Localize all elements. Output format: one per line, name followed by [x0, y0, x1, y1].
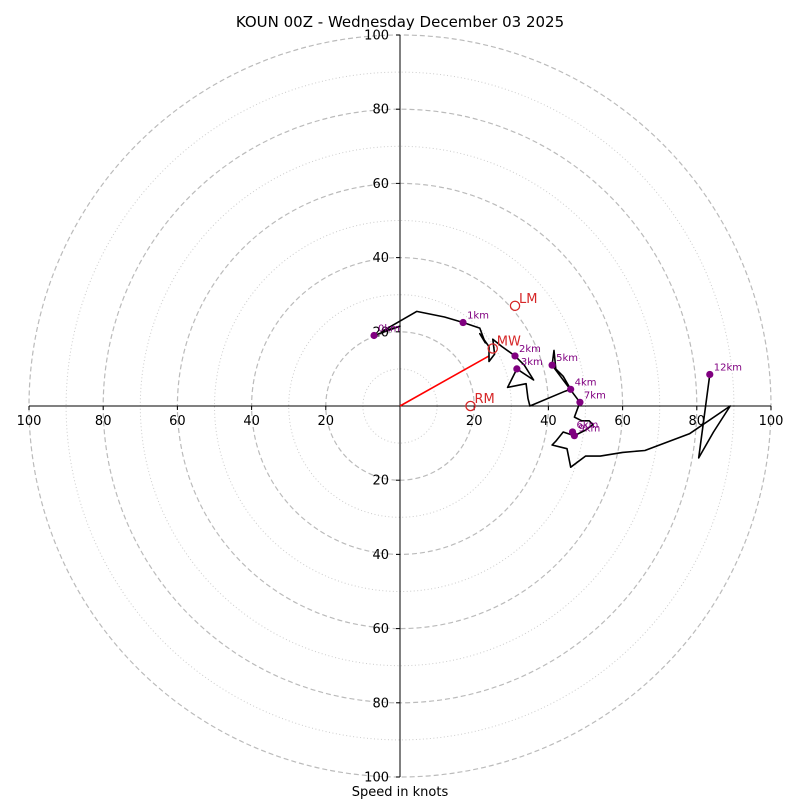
- chart-title: KOUN 00Z - Wednesday December 03 2025: [236, 13, 564, 31]
- y-tick-label: 80: [372, 696, 389, 711]
- height-marker-dot: [459, 318, 467, 327]
- height-markers: 1km 2km 3km 4km 5km 6km 7km 9km 12km 0km: [370, 311, 742, 440]
- wind-trace: [373, 310, 732, 469]
- y-tick-label: 60: [372, 622, 389, 637]
- y-tick-label: 20: [372, 474, 389, 489]
- height-marker-dot: [370, 331, 378, 340]
- height-marker-label: 4km: [575, 377, 597, 388]
- storm-motion-marker: [509, 300, 521, 312]
- height-marker-label: 12km: [714, 362, 742, 373]
- height-marker-label: 5km: [556, 353, 578, 364]
- y-tick-label: 60: [372, 177, 389, 192]
- height-marker-dot: [567, 385, 575, 393]
- height-marker-label: 1km: [467, 311, 489, 322]
- y-tick-label: 40: [372, 251, 389, 266]
- y-tick-label: 100: [364, 29, 389, 44]
- x-tick-label: 100: [759, 414, 784, 429]
- storm-motions: LM MW RM: [465, 292, 537, 412]
- storm-motion-marker: [487, 343, 498, 354]
- x-tick-label: 100: [17, 414, 42, 429]
- height-marker-label: 3km: [521, 357, 543, 368]
- wind-trace-line: [373, 310, 732, 469]
- y-tick-label: 80: [372, 103, 389, 118]
- mean-wind-vector: [399, 355, 490, 407]
- height-marker-label: 2km: [519, 344, 541, 355]
- x-tick-label: 80: [95, 414, 112, 429]
- x-tick-label: 60: [614, 414, 631, 429]
- height-marker-dot: [513, 365, 521, 373]
- height-marker-dot: [548, 361, 556, 369]
- y-tick-label: 40: [372, 548, 389, 563]
- storm-motion-label: MW: [497, 334, 521, 349]
- x-tick-label: 60: [169, 414, 186, 429]
- y-tick-label: 100: [364, 771, 389, 786]
- height-marker-label: 7km: [584, 390, 606, 401]
- height-marker-label: 9km: [578, 424, 600, 435]
- height-marker-dot: [576, 398, 584, 406]
- height-marker-dot: [570, 432, 578, 440]
- height-marker-label: 6km: [577, 420, 599, 431]
- x-tick-label: 20: [318, 414, 335, 429]
- height-marker-dot: [511, 352, 519, 360]
- storm-motion-label: LM: [519, 292, 537, 307]
- tick-labels: 100 80 60 40 20 20 40 60 80 100100806040202040608…: [17, 29, 784, 786]
- x-tick-label: 40: [540, 414, 557, 429]
- height-marker-dot: [706, 370, 714, 379]
- storm-motion-label: RM: [474, 392, 494, 407]
- x-axis-label: Speed in knots: [352, 785, 449, 800]
- x-tick-label: 40: [243, 414, 260, 429]
- x-tick-label: 20: [466, 414, 483, 429]
- mean-wind-vector-line: [399, 355, 490, 407]
- height-marker-label: 0km: [378, 324, 400, 335]
- storm-motion-marker: [465, 400, 476, 412]
